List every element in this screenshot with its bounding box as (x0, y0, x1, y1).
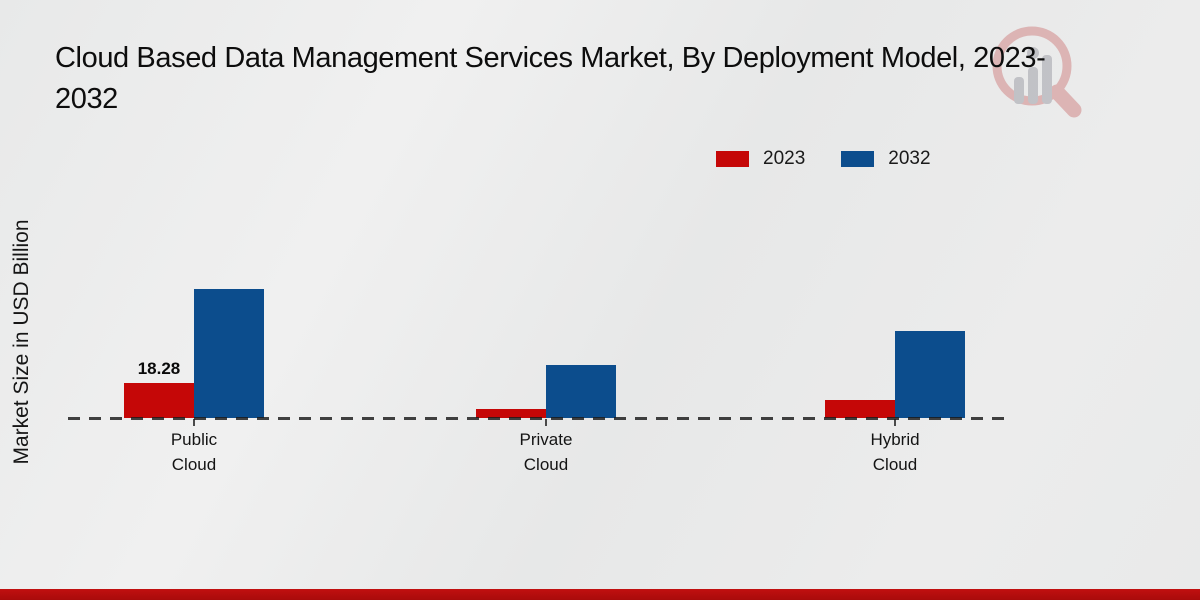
x-axis-tick-hybrid-cloud (894, 419, 896, 426)
x-axis-tick-private-cloud (545, 419, 547, 426)
bar-value-label-2023-public-cloud: 18.28 (137, 359, 181, 378)
x-axis-label-public-cloud: Public Cloud (170, 430, 218, 474)
chart-legend: 2023 2032 (716, 148, 931, 170)
bar-2032-private-cloud (546, 365, 616, 418)
x-axis-label-private-cloud: Private Cloud (519, 430, 573, 474)
bar-2023-hybrid-cloud (825, 400, 895, 418)
legend-label: 2032 (888, 148, 931, 169)
market-research-magnifier-logo-icon (992, 26, 1082, 118)
x-axis-label-hybrid-cloud: Hybrid Cloud (870, 430, 920, 474)
footer-accent-bar (0, 589, 1200, 600)
bar-2032-hybrid-cloud (895, 331, 965, 418)
x-axis-tick-public-cloud (193, 419, 195, 426)
legend-swatch-icon (716, 151, 749, 167)
x-axis-baseline (68, 417, 1007, 420)
legend-item-2032: 2032 (841, 148, 931, 170)
legend-item-2023: 2023 (716, 148, 805, 170)
bar-2023-private-cloud (476, 409, 546, 418)
bar-2032-public-cloud (194, 289, 264, 418)
chart-title-line2: 2032 (55, 83, 118, 115)
chart-title-line1: Cloud Based Data Management Services Mar… (55, 42, 1046, 74)
legend-label: 2023 (763, 148, 806, 169)
chart-title: Cloud Based Data Management Services Mar… (55, 38, 1046, 120)
bar-2023-public-cloud (124, 383, 194, 418)
legend-swatch-icon (841, 151, 875, 167)
